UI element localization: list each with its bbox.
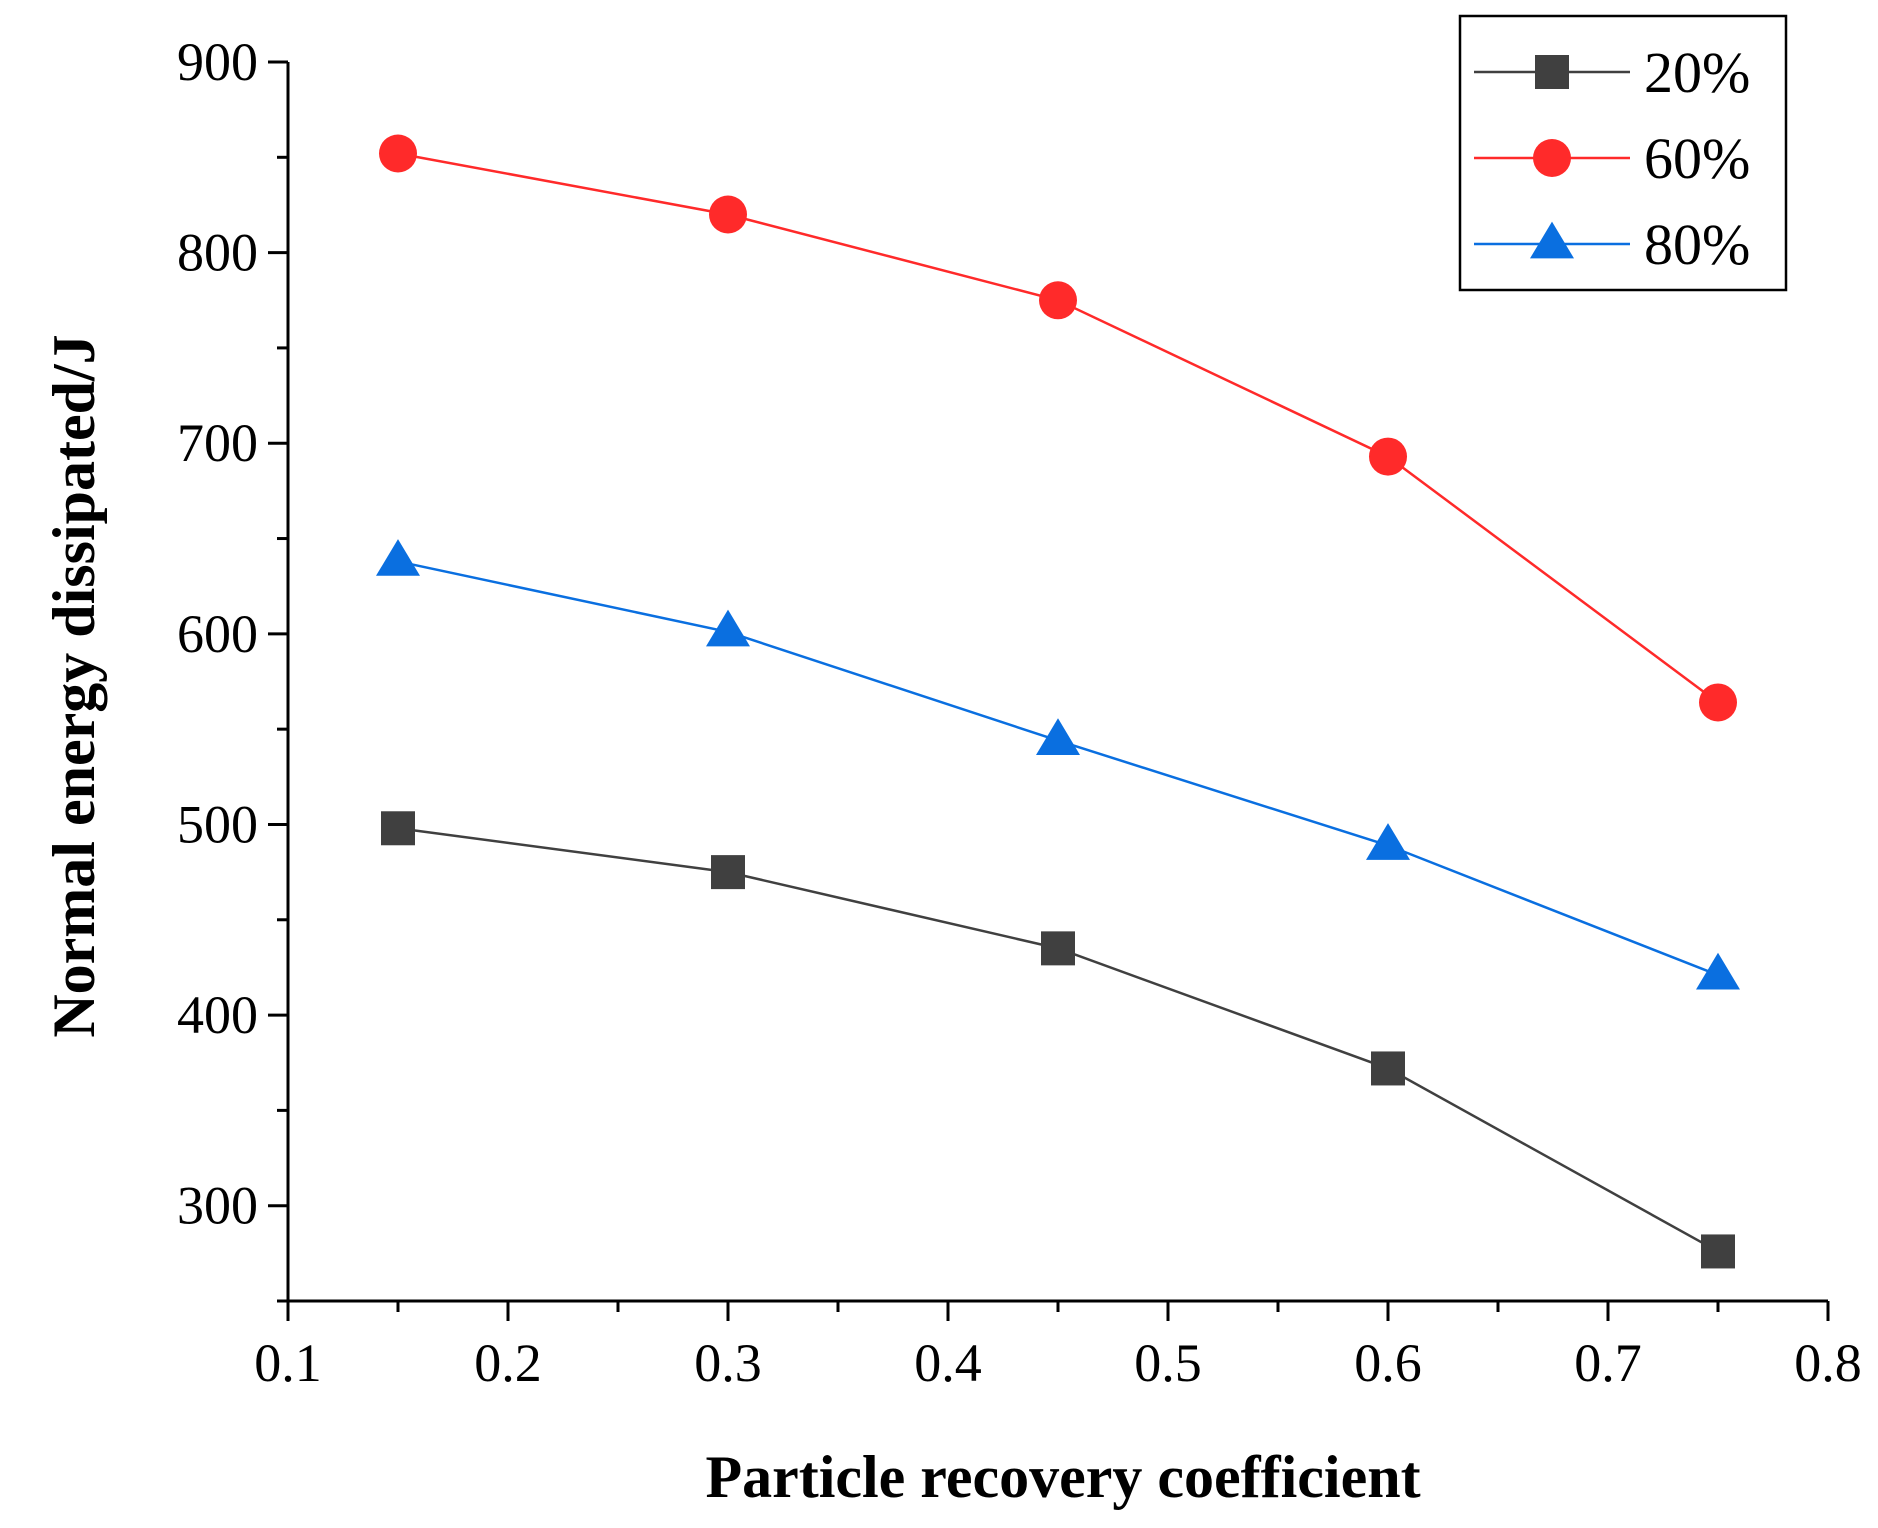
series-20pct xyxy=(381,811,1735,1269)
series-60pct xyxy=(379,134,1737,722)
series-line xyxy=(397,560,1719,977)
data-point xyxy=(706,609,750,647)
data-point xyxy=(709,195,747,234)
data-point xyxy=(1366,823,1410,860)
axes-layer: 0.1 0.2 0.3 0.4 0.5 0.6 0.7 0.8 300 400 500 600 700 8… xyxy=(177,32,1862,1393)
legend-label: 80% xyxy=(1644,212,1750,277)
x-tick-label: 0.4 xyxy=(914,1333,982,1393)
x-tick-label: 0.2 xyxy=(474,1333,542,1393)
y-tick-label: 700 xyxy=(177,413,258,473)
series-line xyxy=(397,827,1719,1253)
y-tick-label: 500 xyxy=(177,794,258,854)
x-tick-label: 0.1 xyxy=(254,1333,322,1393)
x-tick-label: 0.8 xyxy=(1794,1333,1862,1393)
x-tick-label: 0.7 xyxy=(1574,1333,1642,1393)
data-point xyxy=(376,539,420,576)
legend-entry: 20% xyxy=(1474,40,1750,105)
data-point xyxy=(1701,1234,1735,1269)
x-tick-label: 0.3 xyxy=(694,1333,762,1393)
x-tick-label: 0.6 xyxy=(1354,1333,1422,1393)
y-tick-label: 900 xyxy=(177,32,258,92)
legend-marker xyxy=(1535,55,1569,89)
legend-label: 20% xyxy=(1644,40,1750,105)
legend: 20% 60% 80% xyxy=(1458,14,1788,292)
data-point xyxy=(379,134,417,173)
data-point xyxy=(1039,281,1077,320)
series-80pct xyxy=(376,539,1740,990)
data-point xyxy=(1699,683,1737,722)
x-axis-title: Particle recovery coefficient xyxy=(705,1444,1420,1510)
y-axis-title: Normal energy dissipated/J xyxy=(41,334,107,1037)
legend-marker xyxy=(1533,139,1571,177)
legend-label: 60% xyxy=(1644,126,1750,191)
data-point xyxy=(1369,437,1407,476)
y-tick-label: 400 xyxy=(177,985,258,1045)
data-point xyxy=(381,811,415,846)
legend-marker xyxy=(1530,221,1574,259)
y-tick-label: 600 xyxy=(177,604,258,664)
data-point xyxy=(1696,952,1740,990)
y-tick-label: 300 xyxy=(177,1176,258,1236)
x-tick-label: 0.5 xyxy=(1134,1333,1202,1393)
legend-entry: 80% xyxy=(1474,212,1750,277)
y-tick-label: 800 xyxy=(177,223,258,283)
data-point xyxy=(1041,931,1075,966)
data-point xyxy=(1371,1051,1405,1086)
data-point xyxy=(1036,718,1080,755)
data-point xyxy=(711,855,745,890)
series-layer xyxy=(376,134,1740,1269)
legend-entry: 60% xyxy=(1474,126,1750,191)
